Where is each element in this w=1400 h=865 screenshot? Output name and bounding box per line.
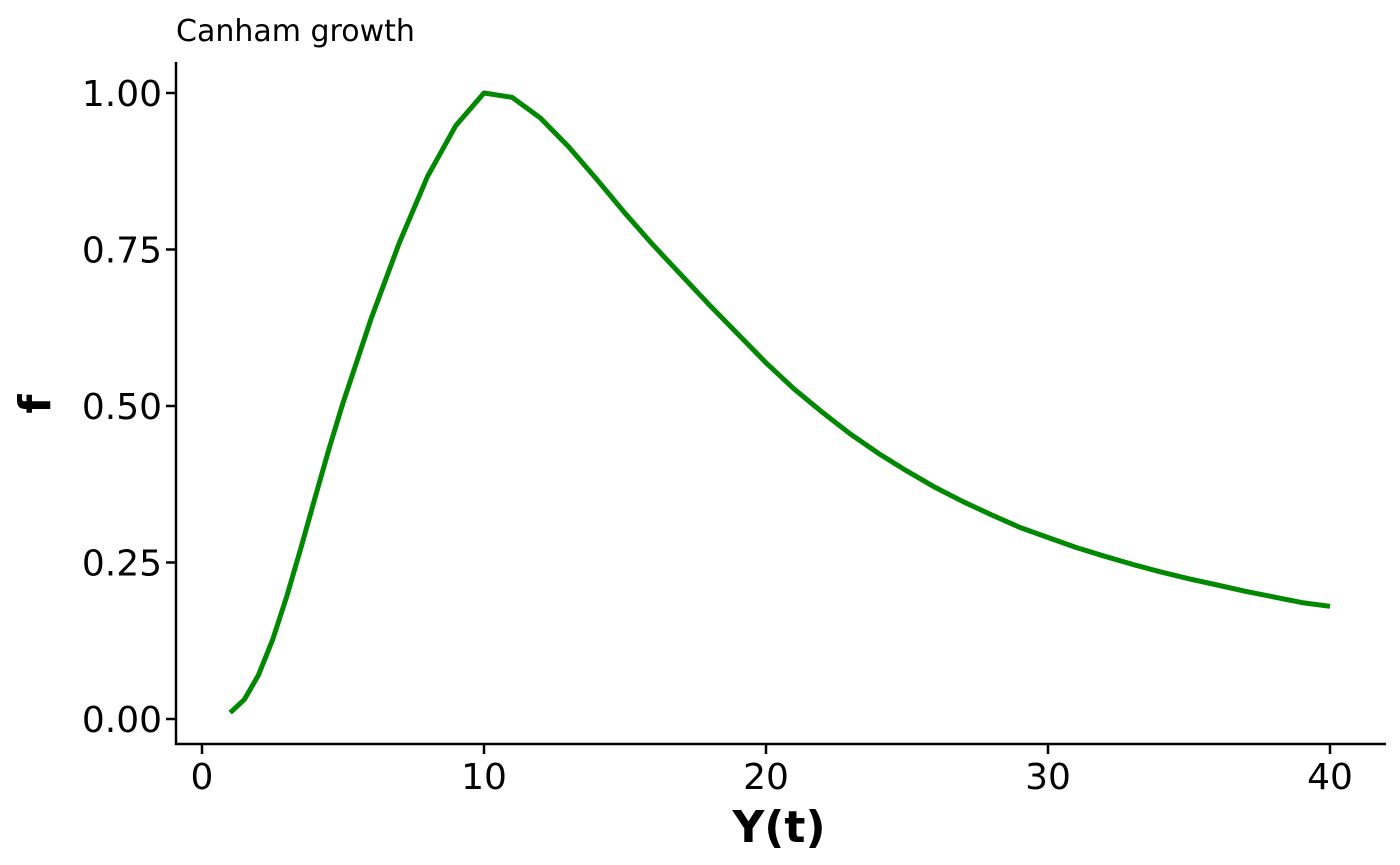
axes: 0 10 20 30 40 0.00 0.25 0.50 0.75 1.00 <box>82 62 1386 798</box>
y-tick-label: 0.00 <box>82 700 162 741</box>
x-tick-label: 0 <box>191 757 214 798</box>
y-tick-label: 0.50 <box>82 387 162 428</box>
y-tick-label: 0.75 <box>82 231 162 272</box>
series-line <box>228 90 1331 715</box>
x-tick-label: 20 <box>743 757 789 798</box>
x-axis-title: Y(t) <box>731 802 825 853</box>
x-tick-label: 30 <box>1025 757 1071 798</box>
y-tick-label: 0.25 <box>82 544 162 585</box>
chart-title: Canham growth <box>176 14 415 49</box>
plot-area <box>228 90 1331 715</box>
x-tick-label: 10 <box>461 757 507 798</box>
y-tick-label: 1.00 <box>82 74 162 115</box>
x-tick-label: 40 <box>1307 757 1353 798</box>
y-axis-title: f <box>10 394 61 414</box>
